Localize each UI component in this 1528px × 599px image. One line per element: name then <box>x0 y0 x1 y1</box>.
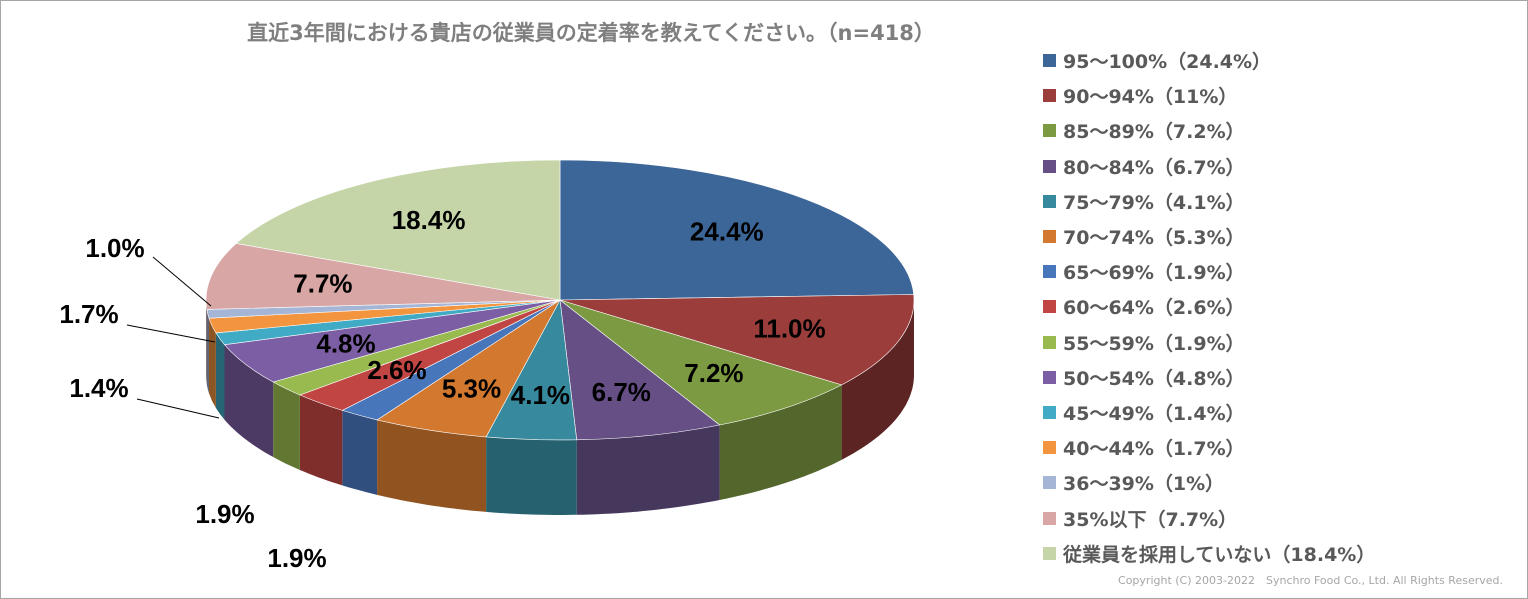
data-label-5: 4.1% <box>511 380 570 410</box>
legend-item: 90～94%（11%） <box>1043 78 1503 113</box>
pie-side-8 <box>299 395 343 486</box>
chart-title: 直近3年間における貴店の従業員の定着率を教えてください。（n=418） <box>247 21 935 45</box>
pie-side-9 <box>273 382 300 470</box>
legend-item: 95～100%（24.4%） <box>1043 43 1503 78</box>
legend-swatch <box>1043 54 1056 68</box>
pie-side-5 <box>486 436 577 515</box>
legend-item: 45～49%（1.4%） <box>1043 395 1503 430</box>
copyright-text: Copyright (C) 2003-2022 Synchro Food Co.… <box>1118 574 1503 587</box>
data-label-2: 11.0% <box>753 314 825 344</box>
pie-slice-2 <box>559 294 915 386</box>
legend-swatch <box>1043 124 1056 138</box>
leader-line-13 <box>152 256 212 307</box>
data-label-6: 5.3% <box>442 374 501 404</box>
pie-side-6 <box>377 419 487 512</box>
legend-label: 55～59%（1.9%） <box>1063 332 1245 355</box>
legend-label: 50～54%（4.8%） <box>1063 367 1245 390</box>
data-labels: 24.4% 11.0% 7.2% 6.7% 4.1% 5.3% 1.9% 2.6% 1.9% 4.… <box>59 205 825 573</box>
pie-slice-14 <box>205 243 561 310</box>
pie-side-3 <box>719 384 842 500</box>
legend-label: 従業員を採用していない（18.4%） <box>1063 543 1376 566</box>
legend-label: 85～89%（7.2%） <box>1063 121 1245 144</box>
pie-chart: 24.4% 11.0% 7.2% 6.7% 4.1% 5.3% 1.9% 2.6% 1.9% 4.… <box>59 159 915 573</box>
legend-swatch <box>1043 476 1056 490</box>
leader-line-11 <box>136 398 220 419</box>
legend-swatch <box>1043 546 1056 560</box>
legend-label: 36～39%（1%） <box>1063 473 1225 496</box>
legend-swatch <box>1043 335 1056 349</box>
pie-side-12 <box>209 318 216 408</box>
leader-line-12 <box>126 324 216 343</box>
pie-side-walls <box>206 300 914 515</box>
data-label-15: 18.4% <box>392 205 466 235</box>
legend-label: 60～64%（2.6%） <box>1063 297 1245 320</box>
pie-slice-4 <box>559 299 721 441</box>
legend-item: 60～64%（2.6%） <box>1043 289 1503 324</box>
legend-label: 40～44%（1.7%） <box>1063 438 1245 461</box>
data-label-11: 1.4% <box>69 373 128 403</box>
pie-slice-1 <box>559 159 915 301</box>
legend-swatch <box>1043 194 1056 208</box>
legend-swatch <box>1043 89 1056 103</box>
legend-item: 従業員を採用していない（18.4%） <box>1043 536 1503 571</box>
legend-label: 45～49%（1.4%） <box>1063 402 1245 425</box>
pie-side-7 <box>342 410 378 495</box>
legend-swatch <box>1043 511 1056 525</box>
pie-slice-15 <box>235 159 561 301</box>
pie-side-11 <box>215 332 225 420</box>
legend-swatch <box>1043 441 1056 455</box>
legend-swatch <box>1043 159 1056 173</box>
legend-item: 55～59%（1.9%） <box>1043 325 1503 360</box>
legend-label: 70～74%（5.3%） <box>1063 227 1245 250</box>
legend-item: 75～79%（4.1%） <box>1043 184 1503 219</box>
legend-item: 65～69%（1.9%） <box>1043 254 1503 289</box>
pie-side-2 <box>841 300 914 460</box>
legend-swatch <box>1043 265 1056 279</box>
legend-label: 80～84%（6.7%） <box>1063 156 1245 179</box>
data-label-10: 4.8% <box>316 329 375 359</box>
pie-side-13 <box>206 309 209 394</box>
legend-swatch <box>1043 370 1056 384</box>
legend-label: 75～79%（4.1%） <box>1063 191 1245 214</box>
legend-label: 90～94%（11%） <box>1063 86 1238 109</box>
data-label-1: 24.4% <box>690 216 764 246</box>
legend-item: 85～89%（7.2%） <box>1043 113 1503 148</box>
data-label-14: 7.7% <box>293 269 352 299</box>
pie-side-10 <box>224 344 274 457</box>
legend-item: 80～84%（6.7%） <box>1043 149 1503 184</box>
legend-item: 40～44%（1.7%） <box>1043 430 1503 465</box>
pie-top <box>205 159 915 441</box>
legend-label: 95～100%（24.4%） <box>1063 51 1272 74</box>
legend-swatch <box>1043 300 1056 314</box>
legend-label: 35%以下（7.7%） <box>1063 508 1238 531</box>
legend-item: 36～39%（1%） <box>1043 465 1503 500</box>
legend-item: 50～54%（4.8%） <box>1043 360 1503 395</box>
legend-swatch <box>1043 405 1056 419</box>
legend: 95～100%（24.4%） 90～94%（11%） 85～89%（7.2%） 80～… <box>1043 43 1503 571</box>
data-label-9: 1.9% <box>195 499 254 529</box>
data-label-8: 2.6% <box>367 355 426 385</box>
data-label-7: 1.9% <box>267 543 326 573</box>
pie-side-14 <box>206 300 207 385</box>
data-label-13: 1.0% <box>85 233 144 263</box>
data-label-3: 7.2% <box>684 358 743 388</box>
legend-label: 65～69%（1.9%） <box>1063 262 1245 285</box>
data-label-12: 1.7% <box>59 299 118 329</box>
legend-item: 35%以下（7.7%） <box>1043 500 1503 535</box>
legend-item: 70～74%（5.3%） <box>1043 219 1503 254</box>
pie-side-4 <box>576 425 720 515</box>
data-label-4: 6.7% <box>592 377 651 407</box>
pie-slice-3 <box>559 299 843 426</box>
legend-swatch <box>1043 230 1056 244</box>
